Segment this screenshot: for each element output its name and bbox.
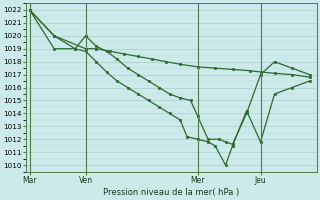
X-axis label: Pression niveau de la mer( hPa ): Pression niveau de la mer( hPa ) — [103, 188, 239, 197]
